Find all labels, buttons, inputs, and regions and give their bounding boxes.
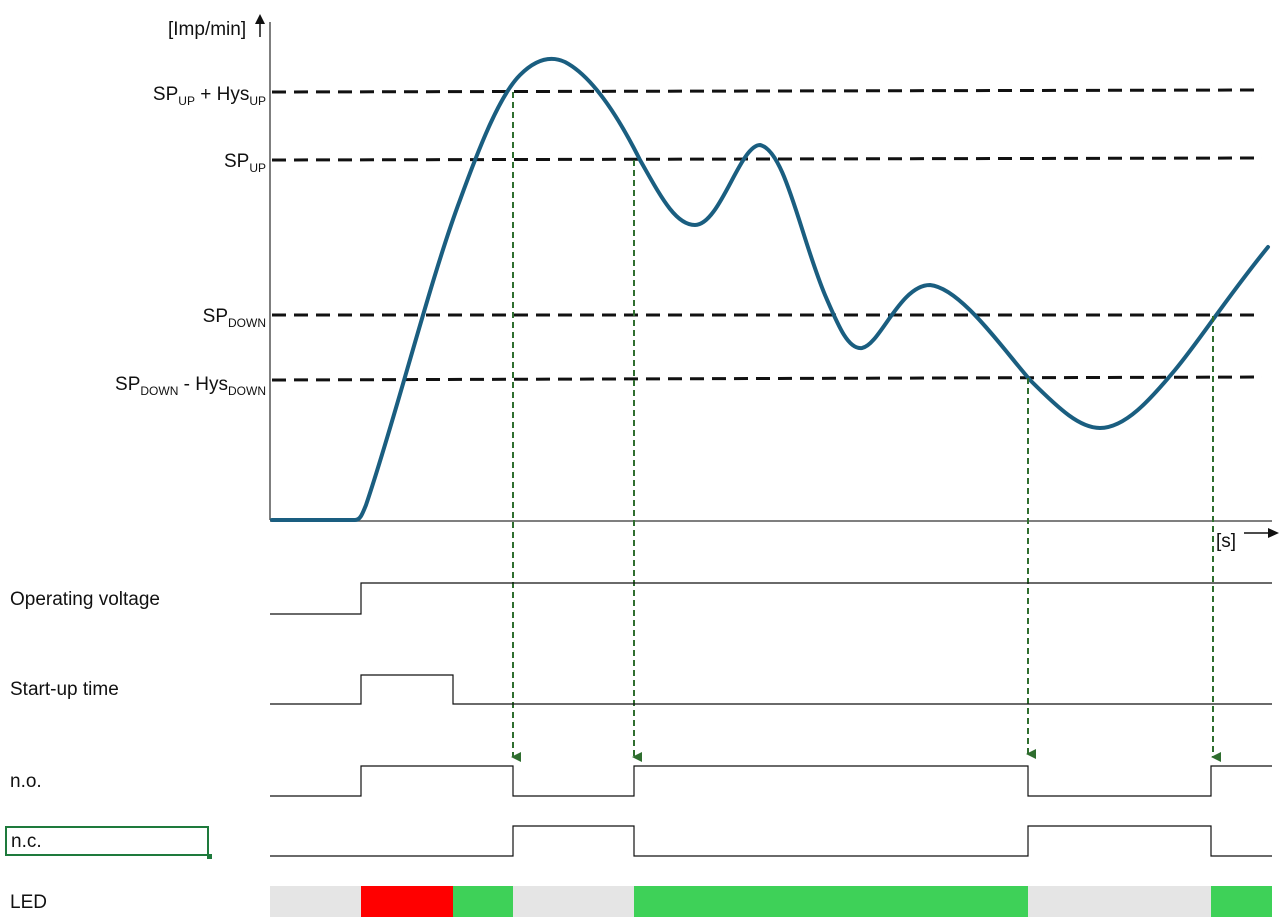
led-segment-green <box>453 886 513 917</box>
selected-cell[interactable] <box>5 826 209 856</box>
threshold-label-sp-up-hys: SPUP + HysUP <box>153 84 266 108</box>
x-axis-arrow-icon <box>1268 528 1279 538</box>
waveform-nc <box>270 825 1272 857</box>
signal-label-no: n.o. <box>10 771 42 792</box>
led-segment-off <box>270 886 361 917</box>
signal-label-startup-time: Start-up time <box>10 679 119 700</box>
waveform-startup-time <box>270 674 1272 705</box>
waveform-operating-voltage <box>270 582 1272 615</box>
threshold-line-sp-up <box>271 156 1263 162</box>
signal-label-operating-voltage: Operating voltage <box>10 589 160 610</box>
led-segment-green <box>634 886 1028 917</box>
led-segment-off <box>513 886 634 917</box>
y-axis-unit: [Imp/min] <box>168 19 246 40</box>
waveform-no <box>270 765 1272 797</box>
selection-fill-handle[interactable] <box>207 854 212 859</box>
threshold-label-sp-up: SPUP <box>224 151 266 175</box>
speed-curve <box>270 56 1270 522</box>
y-axis-arrow-icon <box>255 14 265 24</box>
x-axis-unit: [s] <box>1216 531 1236 552</box>
led-segment-green <box>1211 886 1272 917</box>
threshold-line-sp-down-hys <box>271 375 1263 382</box>
led-segment-off <box>1028 886 1211 917</box>
signal-label-nc: n.c. <box>11 831 42 852</box>
threshold-label-sp-down: SPDOWN <box>203 306 266 330</box>
led-segment-red <box>361 886 453 917</box>
threshold-line-sp-up-hys <box>271 88 1263 94</box>
signal-label-led: LED <box>10 892 47 913</box>
threshold-label-sp-down-hys: SPDOWN - HysDOWN <box>115 374 266 398</box>
